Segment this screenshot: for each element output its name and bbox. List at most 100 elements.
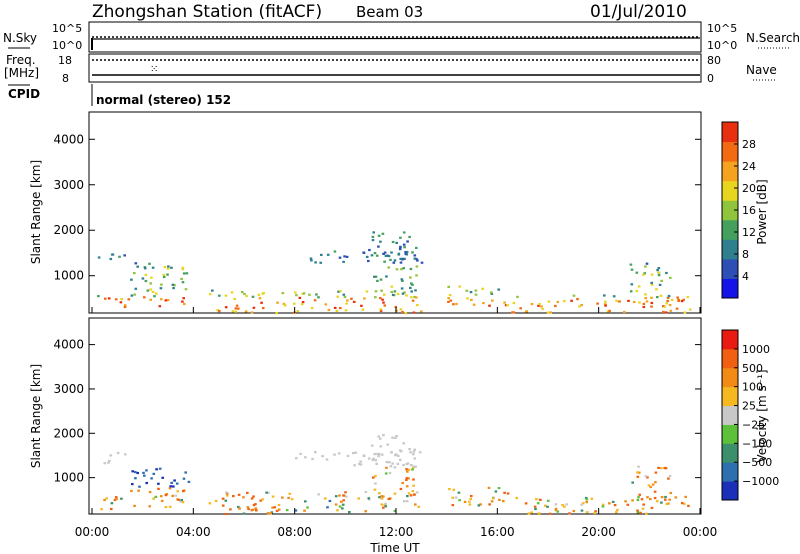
data-cell: [187, 480, 191, 483]
data-cell: [133, 293, 136, 296]
data-cell: [415, 257, 418, 261]
data-cell: [118, 255, 121, 258]
data-cell: [554, 509, 558, 512]
data-cell: [373, 453, 377, 456]
data-cell: [116, 451, 120, 455]
data-cell: [390, 285, 394, 288]
colorbar-swatch: [722, 348, 738, 369]
data-cell: [124, 304, 127, 307]
power-colorbar-label: Power [dB]: [755, 179, 769, 244]
data-cell: [411, 466, 415, 469]
data-cell: [399, 261, 403, 264]
data-cell: [395, 268, 399, 271]
data-cell: [380, 497, 384, 500]
data-cell: [334, 495, 338, 498]
data-cell: [296, 310, 300, 313]
data-cell: [627, 299, 630, 302]
data-cell: [359, 460, 362, 463]
cpid-value: normal (stereo) 152: [96, 93, 231, 107]
data-cell: [336, 509, 339, 512]
x-tick-label: 12:00: [379, 525, 414, 539]
data-cell: [664, 495, 667, 499]
data-cell: [234, 307, 238, 310]
data-cell: [482, 302, 485, 305]
colorbar-swatch: [722, 367, 738, 388]
data-cell: [113, 498, 117, 501]
data-cell: [181, 281, 185, 284]
data-cell: [410, 296, 413, 299]
data-cell: [397, 454, 400, 457]
data-cell: [457, 491, 461, 494]
data-cell: [664, 467, 668, 470]
data-cell: [377, 435, 380, 438]
data-cell: [244, 310, 248, 313]
data-cell: [680, 502, 684, 505]
data-cell: [224, 306, 228, 309]
data-cell: [663, 305, 666, 308]
data-cell: [333, 306, 337, 309]
data-cell: [637, 496, 640, 499]
data-cell: [153, 295, 156, 298]
data-cell: [400, 287, 404, 290]
data-cell: [412, 311, 416, 314]
data-cell: [406, 470, 409, 473]
data-cell: [497, 487, 501, 490]
data-cell: [382, 252, 385, 255]
data-cell: [271, 495, 275, 498]
velocity-data-layer: [100, 434, 690, 516]
data-cell: [383, 293, 386, 296]
data-cell: [412, 493, 416, 496]
data-cell: [527, 512, 531, 515]
y-tick-label: 1000: [53, 269, 84, 283]
data-cell: [674, 496, 678, 499]
data-cell: [158, 467, 162, 470]
data-cell: [554, 503, 558, 506]
data-cell: [642, 503, 645, 506]
data-cell: [365, 290, 369, 293]
data-cell: [449, 299, 453, 302]
data-cell: [164, 494, 168, 497]
data-cell: [317, 493, 320, 496]
data-cell: [184, 471, 187, 474]
data-cell: [337, 452, 341, 455]
data-cell: [348, 511, 351, 514]
data-cell: [389, 465, 393, 468]
data-cell: [584, 496, 588, 500]
y-tick-label: 3000: [53, 382, 84, 396]
data-cell: [519, 307, 522, 310]
data-cell: [530, 511, 533, 514]
data-cell: [162, 273, 166, 276]
data-cell: [111, 253, 115, 256]
data-cell: [682, 298, 685, 301]
data-cell: [370, 444, 374, 447]
data-cell: [645, 262, 649, 265]
colorbar-tick-label: 16: [742, 204, 756, 217]
data-cell: [381, 298, 384, 301]
data-cell: [260, 301, 263, 304]
data-cell: [173, 284, 176, 287]
data-cell: [258, 297, 262, 300]
time-x-axis: 00:00 04:00 08:00 12:00 16:00 20:00 00:00: [75, 307, 717, 539]
data-cell: [138, 485, 141, 488]
data-cell: [409, 267, 413, 271]
data-cell: [385, 466, 388, 469]
data-cell: [373, 488, 377, 491]
data-cell: [134, 262, 138, 265]
data-cell: [124, 453, 127, 456]
data-cell: [273, 506, 276, 509]
data-cell: [650, 506, 654, 509]
data-cell: [658, 283, 662, 286]
data-cell: [160, 283, 163, 286]
data-cell: [653, 496, 657, 500]
data-cell: [377, 455, 380, 458]
data-cell: [413, 295, 416, 299]
data-cell: [618, 300, 621, 303]
data-cell: [237, 493, 241, 496]
data-cell: [616, 508, 619, 512]
data-cell: [656, 296, 659, 299]
data-cell: [384, 472, 388, 475]
data-cell: [380, 453, 384, 456]
data-cell: [675, 307, 679, 310]
data-cell: [549, 311, 552, 314]
data-cell: [159, 287, 163, 290]
